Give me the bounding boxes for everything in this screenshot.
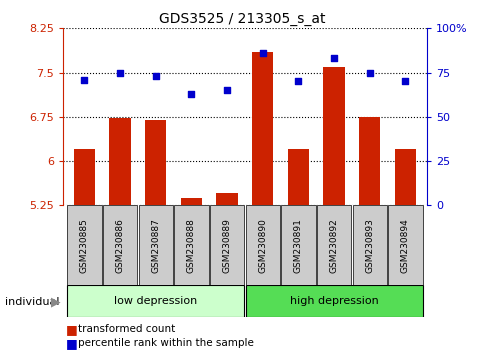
Text: GSM230886: GSM230886 [115,218,124,273]
Bar [281,205,315,285]
Text: GSM230885: GSM230885 [80,218,89,273]
Text: ▶: ▶ [51,295,60,308]
Bar [287,149,308,205]
Point [258,50,266,56]
Point [401,79,408,84]
Bar [394,149,415,205]
Text: GSM230892: GSM230892 [329,218,338,273]
Text: GDS3525 / 213305_s_at: GDS3525 / 213305_s_at [159,12,325,27]
Text: ■: ■ [65,323,77,336]
Text: individual: individual [5,297,59,307]
Bar [74,149,95,205]
Bar [145,120,166,205]
Bar [352,205,386,285]
Point [116,70,124,75]
Point [330,56,337,61]
Text: GSM230891: GSM230891 [293,218,302,273]
Bar [67,205,101,285]
Text: GSM230888: GSM230888 [186,218,196,273]
Text: GSM230893: GSM230893 [364,218,374,273]
Text: GSM230889: GSM230889 [222,218,231,273]
Bar [216,193,237,205]
Text: ■: ■ [65,337,77,350]
Point [365,70,373,75]
Bar [245,285,422,317]
Bar [388,205,422,285]
Point [187,91,195,97]
Point [80,77,88,82]
Text: GSM230890: GSM230890 [257,218,267,273]
Bar [138,205,172,285]
Bar [252,52,273,205]
Point [223,87,230,93]
Bar [103,205,137,285]
Text: transformed count: transformed count [77,324,175,334]
Text: GSM230894: GSM230894 [400,218,409,273]
Text: low depression: low depression [114,296,197,306]
Bar [323,67,344,205]
Bar [210,205,244,285]
Bar [174,205,208,285]
Point [294,79,302,84]
Bar [67,285,244,317]
Bar [317,205,350,285]
Text: GSM230887: GSM230887 [151,218,160,273]
Bar [358,117,379,205]
Text: high depression: high depression [289,296,378,306]
Point [151,73,159,79]
Bar [109,118,131,205]
Text: percentile rank within the sample: percentile rank within the sample [77,338,253,348]
Bar [181,198,202,205]
Bar [245,205,279,285]
